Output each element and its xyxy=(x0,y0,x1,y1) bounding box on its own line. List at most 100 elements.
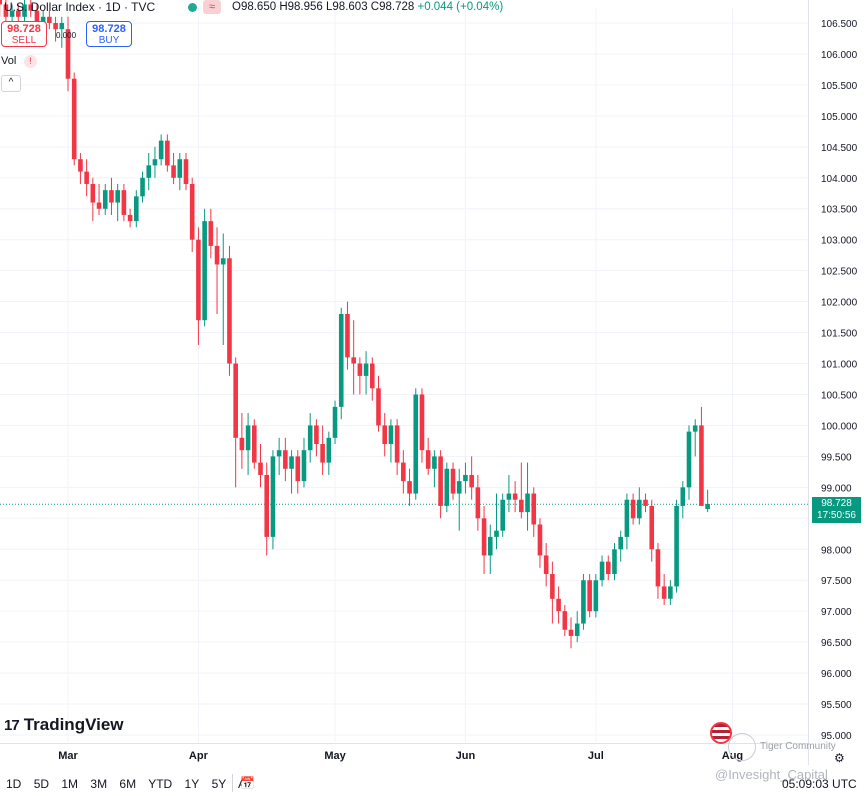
watermark-community: Tiger Community xyxy=(760,741,836,752)
clock-utc[interactable]: 05:09:03 UTC xyxy=(782,777,857,791)
candle-body xyxy=(177,159,183,178)
y-tick-label: 98.000 xyxy=(821,545,852,556)
candle-body xyxy=(71,78,77,160)
candle-body xyxy=(34,10,40,23)
candle-body xyxy=(40,16,46,23)
candle-body xyxy=(115,190,120,203)
candle-body xyxy=(183,159,189,184)
candle-body xyxy=(158,140,164,160)
range-ytd[interactable]: YTD xyxy=(148,777,173,791)
candle-body xyxy=(624,499,630,537)
candle-body xyxy=(643,499,648,506)
candle-body xyxy=(425,450,431,469)
bar-countdown: 17:50:56 xyxy=(817,510,856,521)
candle-body xyxy=(9,10,15,17)
sell-button[interactable]: 98.728 SELL xyxy=(1,21,47,47)
range-1y[interactable]: 1Y xyxy=(184,777,200,791)
candle-body xyxy=(456,481,462,494)
range-3m[interactable]: 3M xyxy=(90,777,108,791)
buy-button[interactable]: 98.728 BUY xyxy=(86,21,132,47)
candle-body xyxy=(146,165,152,178)
ohlc-high: H98.956 xyxy=(279,1,323,13)
candle-body xyxy=(531,493,537,525)
candle-body xyxy=(369,363,375,389)
candle-body xyxy=(345,313,350,358)
candle-body xyxy=(320,444,325,463)
current-price-label: 98.728 17:50:56 xyxy=(812,497,861,523)
collapse-chevron-icon[interactable]: ^ xyxy=(1,75,21,92)
candle-body xyxy=(289,456,294,469)
candle-body xyxy=(413,394,419,494)
candle-body xyxy=(338,313,344,407)
candle-body xyxy=(16,10,21,17)
y-tick-label: 97.000 xyxy=(821,607,852,618)
candle-body xyxy=(661,586,667,599)
candle-body xyxy=(494,530,499,537)
candle-body xyxy=(47,16,52,23)
candle-body xyxy=(481,518,487,556)
candle-body xyxy=(574,623,580,636)
candle-body xyxy=(134,196,139,222)
watermark-logo-icon xyxy=(728,733,756,761)
candle-body xyxy=(270,456,276,537)
range-6m[interactable]: 6M xyxy=(119,777,137,791)
candle-body xyxy=(208,221,214,246)
range-5d[interactable]: 5D xyxy=(33,777,50,791)
candle-body xyxy=(469,474,474,488)
candle-body xyxy=(307,425,313,451)
candle-body xyxy=(84,171,89,184)
candle-body xyxy=(699,425,704,506)
candle-body xyxy=(637,499,642,519)
y-tick-label: 102.500 xyxy=(821,267,858,278)
candle-body xyxy=(3,4,9,17)
range-1d[interactable]: 1D xyxy=(6,777,22,791)
candle-body xyxy=(53,23,58,30)
symbol-title[interactable]: U.S. Dollar Index · 1D · TVC xyxy=(4,0,156,14)
candle-body xyxy=(196,239,201,321)
tradingview-logo[interactable]: 17 TradingView xyxy=(4,715,124,735)
candle-body xyxy=(401,462,406,482)
candle-body xyxy=(593,580,599,612)
candle-body xyxy=(301,450,307,482)
current-price-value: 98.728 xyxy=(821,498,852,509)
candle-body xyxy=(189,183,195,240)
candle-body xyxy=(692,425,698,432)
x-tick-label: Jun xyxy=(456,750,476,762)
range-5y[interactable]: 5Y xyxy=(211,777,227,791)
candle-body xyxy=(432,456,437,469)
y-tick-label: 102.000 xyxy=(821,298,858,309)
candle-body xyxy=(475,487,481,519)
candle-body xyxy=(500,499,505,531)
y-tick-label: 104.000 xyxy=(821,174,858,185)
buy-label: BUY xyxy=(98,35,120,46)
y-tick-label: 99.000 xyxy=(821,483,852,494)
y-tick-label: 101.500 xyxy=(821,329,858,340)
candle-body xyxy=(351,357,356,364)
candle-body xyxy=(171,165,176,178)
y-tick-label: 105.000 xyxy=(821,112,858,123)
candle-body xyxy=(519,499,524,513)
calendar-goto-icon[interactable]: 📅 xyxy=(240,776,255,790)
ohlc-readout: O98.650 H98.956 L98.603 C98.728 +0.044 (… xyxy=(232,1,503,13)
range-all[interactable]: All xyxy=(237,777,252,791)
settings-gear-icon[interactable]: ⚙ xyxy=(834,751,845,765)
y-tick-label: 104.500 xyxy=(821,143,858,154)
compare-icon[interactable]: ≈ xyxy=(203,0,221,14)
candle-body xyxy=(258,462,263,475)
candle-body xyxy=(562,611,568,630)
range-1m[interactable]: 1M xyxy=(61,777,79,791)
sell-price: 98.728 xyxy=(7,23,41,35)
candle-body xyxy=(487,536,493,556)
candle-body xyxy=(214,245,220,265)
volume-label[interactable]: Vol xyxy=(1,55,17,67)
y-tick-label: 95.500 xyxy=(821,700,852,711)
candle-body xyxy=(227,258,232,364)
candle-body xyxy=(407,481,412,494)
ohlc-change: +0.044 (+0.04%) xyxy=(417,1,504,13)
candle-body xyxy=(512,493,518,500)
us-flag-icon[interactable] xyxy=(710,722,732,744)
warning-icon[interactable]: ! xyxy=(24,55,37,68)
candle-body xyxy=(326,437,332,463)
candle-body xyxy=(674,505,679,587)
